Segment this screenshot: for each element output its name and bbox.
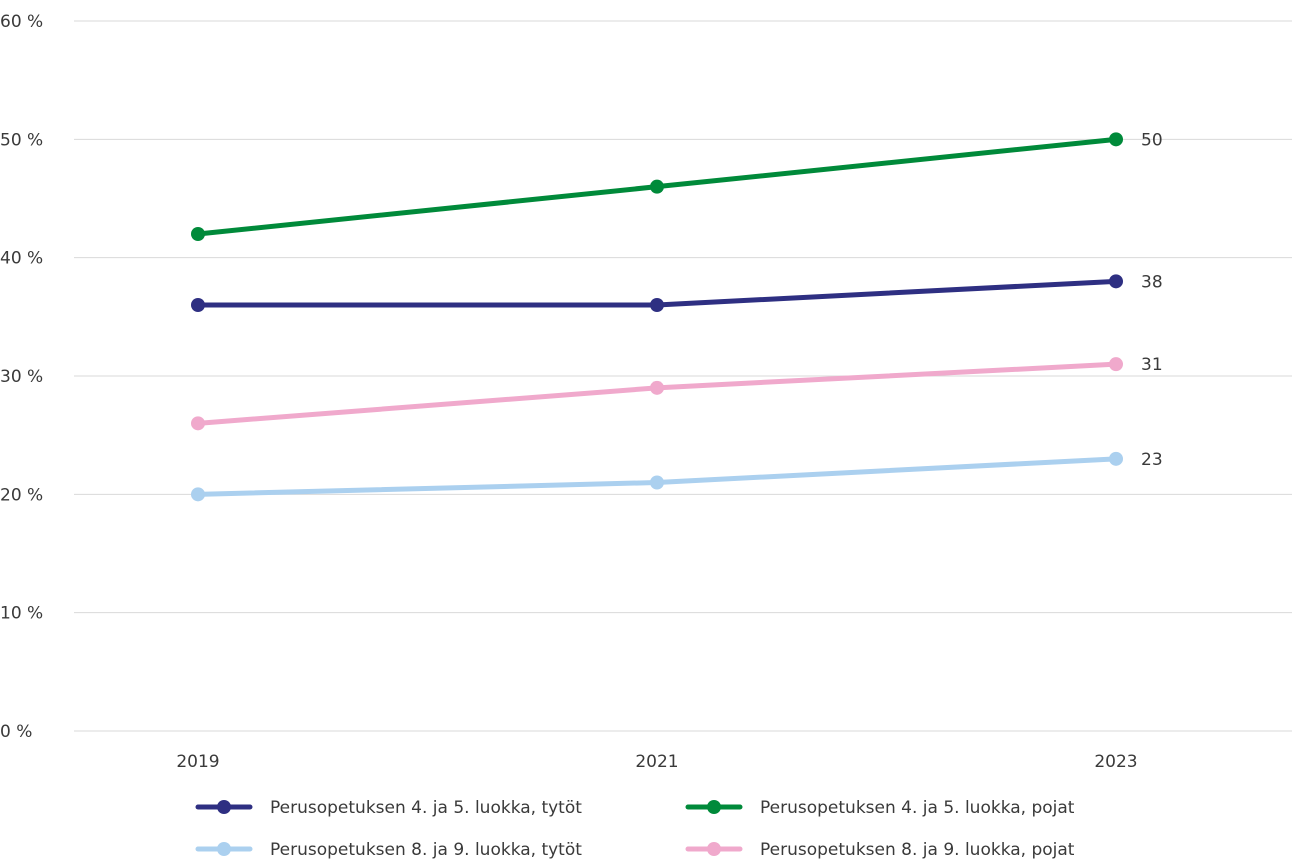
y-tick-label: 50 % [0,130,43,150]
data-point [1109,274,1123,289]
legend-label: Perusopetuksen 8. ja 9. luokka, pojat [760,840,1075,860]
legend-label: Perusopetuksen 4. ja 5. luokka, pojat [760,798,1075,818]
y-tick-label: 10 % [0,604,43,624]
series-3: 23 [191,450,1163,502]
data-label: 38 [1141,272,1163,292]
legend-item: Perusopetuksen 4. ja 5. luokka, tytöt [195,798,582,818]
data-label: 50 [1141,130,1163,150]
legend-item: Perusopetuksen 8. ja 9. luokka, pojat [685,840,1075,860]
data-point [191,487,205,502]
data-point [1109,357,1123,372]
data-label: 23 [1141,450,1163,470]
y-tick-label: 20 % [0,485,43,505]
y-axis: 0 % 10 % 20 % 30 % 40 % 50 % 60 % [0,12,43,742]
series-1: 38 [191,272,1163,312]
legend-swatch-marker [217,800,231,814]
data-point [191,227,205,241]
gridlines [74,20,1292,732]
data-point [191,298,205,312]
legend-swatch-marker [707,842,721,856]
legend-swatch-marker [707,800,721,814]
data-point [1109,451,1123,466]
data-point [1109,132,1123,147]
x-tick-label: 2023 [1094,752,1137,772]
legend: Perusopetuksen 4. ja 5. luokka, tytöt Per… [195,798,1075,860]
series-group: 38 50 23 31 [191,130,1163,502]
y-tick-label: 30 % [0,367,43,387]
data-point [191,416,205,431]
data-point [650,475,664,490]
data-label: 31 [1141,355,1163,375]
legend-item: Perusopetuksen 8. ja 9. luokka, tytöt [195,840,582,860]
x-tick-label: 2019 [176,752,219,772]
y-tick-label: 0 % [0,722,32,742]
data-point [650,380,664,395]
series-2: 50 [191,130,1163,241]
series-4: 31 [191,355,1163,431]
data-point [650,298,664,312]
x-tick-label: 2021 [635,752,678,772]
legend-label: Perusopetuksen 8. ja 9. luokka, tytöt [270,840,582,860]
legend-item: Perusopetuksen 4. ja 5. luokka, pojat [685,798,1075,818]
data-point [650,179,664,194]
legend-label: Perusopetuksen 4. ja 5. luokka, tytöt [270,798,582,818]
y-tick-label: 40 % [0,249,43,269]
legend-swatch-marker [217,842,231,856]
y-tick-label: 60 % [0,12,43,32]
x-axis: 2019 2021 2023 [176,752,1137,772]
